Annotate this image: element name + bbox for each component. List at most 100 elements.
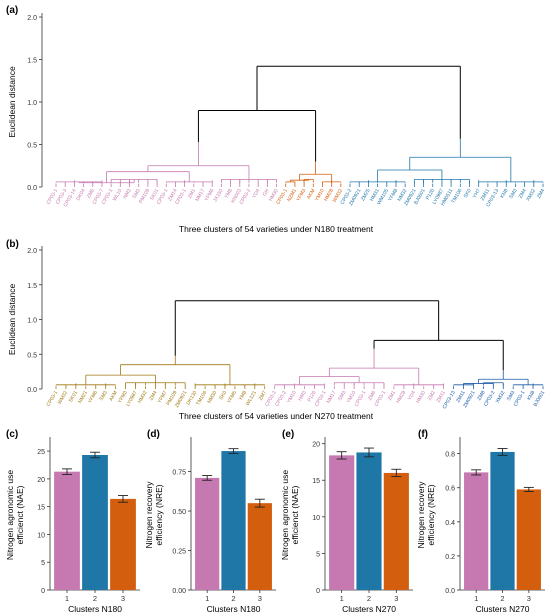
bar [356, 452, 382, 590]
x-tick-label: 1 [65, 594, 69, 603]
leaf-label: SM3 [132, 188, 142, 200]
leaf-label: DK04 [75, 188, 87, 202]
bar [54, 471, 80, 590]
leaf-label: SK0 [463, 188, 473, 199]
bar [383, 472, 409, 590]
leaf-label: ZM14 [167, 188, 179, 202]
bar [516, 489, 541, 590]
leaf-label: YM10 [346, 390, 358, 405]
x-tick-label: 1 [474, 594, 478, 603]
leaf-label: AKM [306, 188, 317, 200]
leaf-label: CP03-1 [46, 390, 60, 408]
y-tick-label: 0.0 [27, 185, 37, 192]
leaf-label: YM10 [286, 390, 298, 405]
leaf-label: ZM1 [387, 390, 397, 402]
x-axis-title: Three clusters of 54 varieties under N18… [179, 224, 374, 234]
y-axis-title-line1: Nitrogen recovery [416, 481, 426, 549]
dendrogram-n180: (a) 0.0 0.5 1.0 1.5 2.0 Euclidean distance Thre… [6, 5, 546, 234]
bar-chart-nre-n180: (d) 0.00 0.25 0.50 0.75 Nitrogen recovery effi… [144, 429, 276, 614]
panel-label: (d) [147, 429, 160, 440]
leaf-label: YD4 [407, 390, 417, 402]
leaf-label: ZM11 [435, 390, 447, 404]
bar [247, 503, 272, 590]
leaf-label: YM8 [223, 188, 233, 200]
y-tick-label: 20 [312, 442, 320, 449]
y-tick-label: 0.5 [27, 352, 37, 359]
y-tick-label: 5 [41, 560, 45, 567]
leaf-label: HM32 [137, 390, 149, 405]
x-tick-label: 2 [93, 594, 97, 603]
y-tick-label: 1.0 [27, 100, 37, 107]
y-tick-label: 0.00 [172, 588, 186, 595]
leaf-label: ZM1 [187, 188, 197, 200]
y-tick-label: 0.50 [172, 509, 186, 516]
leaf-label: YFM3 [295, 188, 307, 203]
leaf-label: ZM2 [427, 390, 437, 402]
y-tick-label: 1.5 [27, 283, 37, 290]
leaf-label: YM10 [314, 188, 326, 203]
x-axis-title: Clusters N180 [68, 604, 122, 614]
leaf-label: NM30 [206, 390, 218, 405]
x-tick-label: 3 [258, 594, 262, 603]
y-tick-label: 10 [312, 515, 320, 522]
leaf-label: ZM4 [536, 188, 546, 200]
y-tick-label: 0.75 [172, 470, 186, 477]
leaf-label: HM30 [415, 390, 427, 405]
y-axis-title-line1: Nitrogen agronomic use [280, 470, 290, 561]
y-axis-title-line1: Nitrogen recovery [144, 481, 154, 549]
bar [82, 455, 108, 590]
panel-label: (e) [282, 429, 294, 440]
leaf-label: HM3 [297, 390, 308, 402]
leaf-label: ZM25 [360, 188, 372, 202]
leaf-label: HM28 [395, 390, 407, 405]
y-tick-label: 0 [41, 588, 45, 595]
y-tick-label: 25 [37, 449, 45, 456]
leaf-label: YH7 [472, 188, 482, 200]
leaf-label: P126 [307, 390, 318, 403]
x-tick-label: 1 [205, 594, 209, 603]
leaf-label: XM32 [525, 188, 537, 203]
y-axis-title-line2: efficiency (NRE) [426, 484, 436, 545]
leaf-label: YFM6 [87, 390, 99, 405]
leaf-label: ZM11 [455, 390, 467, 404]
panel-label: (b) [6, 239, 19, 250]
y-tick-label: 15 [312, 478, 320, 485]
leaf-label: HM28 [323, 188, 335, 203]
leaf-label: YFM7 [157, 390, 169, 405]
leaf-label: ZM8 [476, 390, 486, 402]
y-axis-title: Euclidean distance [7, 66, 17, 138]
bar-chart-nae-n270: (e) 0 5 10 15 20 Nitrogen agronomic use efficie… [280, 429, 413, 614]
x-tick-label: 2 [367, 594, 371, 603]
bar [195, 477, 220, 590]
y-tick-label: 0.4 [445, 520, 455, 527]
bar-chart-nre-n270: (f) 0.0 0.2 0.4 0.6 0.8 Nitrogen recovery effic… [416, 429, 545, 614]
x-tick-label: 3 [527, 594, 531, 603]
bar-chart-nae-n180: (c) 0 5 10 15 20 25 Nitrogen agronomic use effic… [5, 429, 140, 614]
bar [110, 498, 136, 590]
y-tick-label: 0 [316, 588, 320, 595]
bar [221, 451, 246, 590]
y-tick-label: 0.0 [27, 387, 37, 394]
leaf-label: HM31 [369, 188, 381, 203]
leaf-label: YFM6 [204, 188, 216, 203]
bar [464, 472, 489, 590]
bar [329, 455, 355, 590]
y-tick-label: 1.5 [27, 58, 37, 65]
leaf-label: KN8 [526, 390, 536, 402]
leaf-label: SM3 [337, 390, 347, 402]
leaf-label: KN8 [499, 188, 509, 200]
x-tick-label: 3 [394, 594, 398, 603]
leaf-label: SM3 [508, 188, 518, 200]
leaf-label: YFM5 [226, 390, 238, 405]
y-tick-label: 0.6 [445, 486, 455, 493]
y-tick-label: 1.0 [27, 318, 37, 325]
leaf-label: NM17 [326, 390, 338, 405]
leaf-label: WL10 [112, 188, 124, 203]
leaf-label: JX150 [212, 188, 224, 203]
leaf-label: SM3 [506, 390, 516, 402]
x-tick-label: 3 [121, 594, 125, 603]
y-tick-label: 0.0 [445, 588, 455, 595]
leaf-label: GH [262, 188, 271, 198]
y-tick-label: 15 [37, 505, 45, 512]
leaf-label: NM21 [77, 390, 89, 405]
